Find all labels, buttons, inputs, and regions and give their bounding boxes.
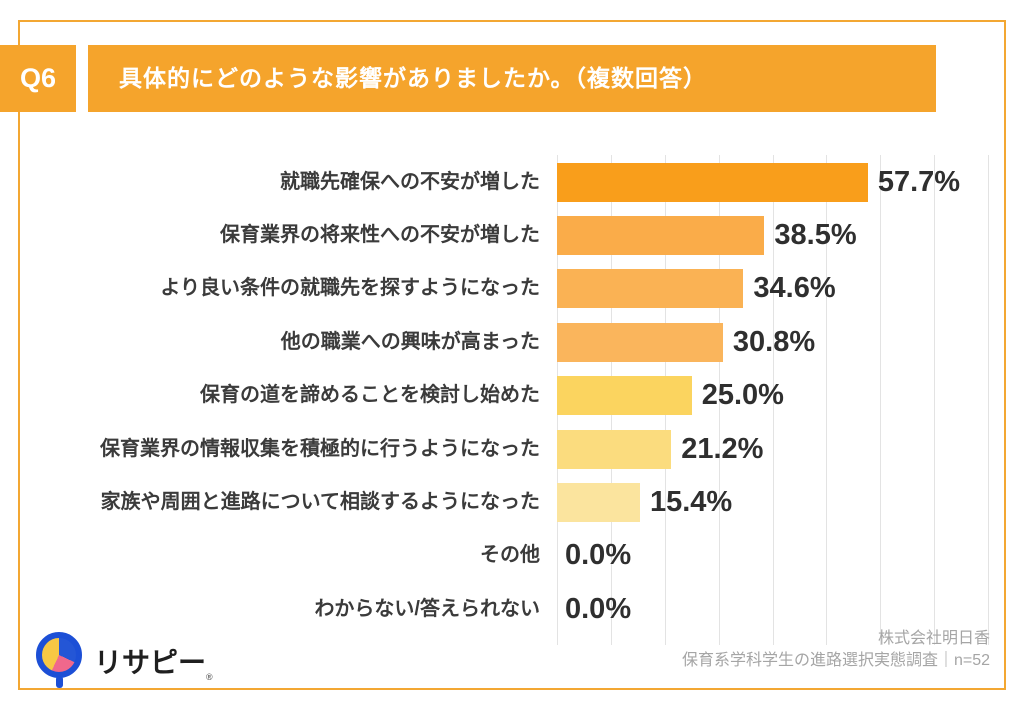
gridline-30pct [718, 155, 720, 645]
question-title: 具体的にどのような影響がありましたか。（複数回答） [119, 65, 708, 91]
bar-label: 保育業界の情報収集を積極的に行うようになった [100, 437, 540, 460]
bar-label: 他の職業への興味が高まった [280, 330, 540, 353]
bar-row: より良い条件の就職先を探すようになった 34.6% [0, 262, 1024, 315]
bar [557, 322, 723, 362]
bar-value: 15.4% [649, 485, 733, 518]
bar [557, 162, 868, 202]
source-note: 株式会社明日香 保育系学科学生の進路選択実態調査｜n=52 [682, 628, 990, 672]
bar-value: 0.0% [565, 592, 632, 625]
gridline-50pct [826, 155, 828, 645]
gridline-70pct [934, 155, 936, 645]
bar-label: より良い条件の就職先を探すようになった [160, 277, 540, 300]
bar-row: 保育の道を諦めることを検討し始めた 25.0% [0, 369, 1024, 422]
brand-name: リサピー® [94, 641, 213, 682]
brand-name-text: リサピー [94, 647, 207, 678]
bar-value: 38.5% [774, 218, 857, 251]
bar-row: 家族や周囲と進路について相談するようになった 15.4% [0, 476, 1024, 529]
bar-row: わからない/答えられない 0.0% [0, 583, 1024, 636]
question-title-banner: 具体的にどのような影響がありましたか。（複数回答） [88, 45, 936, 112]
bar [557, 429, 672, 469]
bar-label: 保育の道を諦めることを検討し始めた [200, 384, 540, 407]
bar [557, 269, 744, 309]
bar-row: 就職先確保への不安が増した 57.7% [0, 156, 1024, 209]
bar-value: 30.8% [732, 325, 816, 358]
bar-label: その他 [480, 544, 540, 567]
source-survey: 保育系学科学生の進路選択実態調査｜n=52 [681, 652, 990, 669]
bar-row: 他の職業への興味が高まった 30.8% [0, 316, 1024, 369]
bar-row: 保育業界の将来性への不安が増した 38.5% [0, 209, 1024, 262]
bar-label: 就職先確保への不安が増した [280, 170, 540, 193]
bar [557, 376, 692, 416]
bar-value: 34.6% [753, 272, 836, 305]
bar-value: 25.0% [701, 379, 784, 412]
magnifier-handle [56, 676, 63, 688]
question-tag: Q6 [0, 45, 76, 112]
gridline-80pct [988, 155, 989, 645]
bar [557, 482, 640, 522]
registered-mark: ® [206, 672, 213, 682]
bar-label: わからない/答えられない [314, 597, 540, 620]
source-company: 株式会社明日香 [877, 630, 990, 647]
magnifier-pie-icon [36, 632, 82, 688]
pie-ring [36, 632, 82, 678]
bar-label: 保育業界の将来性への不安が増した [220, 223, 540, 246]
bar-value: 0.0% [565, 539, 632, 572]
bar-value: 57.7% [877, 165, 961, 198]
bar-row: 保育業界の情報収集を積極的に行うようになった 21.2% [0, 423, 1024, 476]
bar-label: 家族や周囲と進路について相談するようになった [100, 490, 540, 513]
bar [557, 215, 765, 255]
gridline-60pct [880, 155, 882, 645]
outer-frame [18, 20, 1006, 690]
gridline-40pct [772, 155, 774, 645]
bar-row: その他 0.0% [0, 529, 1024, 582]
bar-value: 21.2% [681, 432, 764, 465]
